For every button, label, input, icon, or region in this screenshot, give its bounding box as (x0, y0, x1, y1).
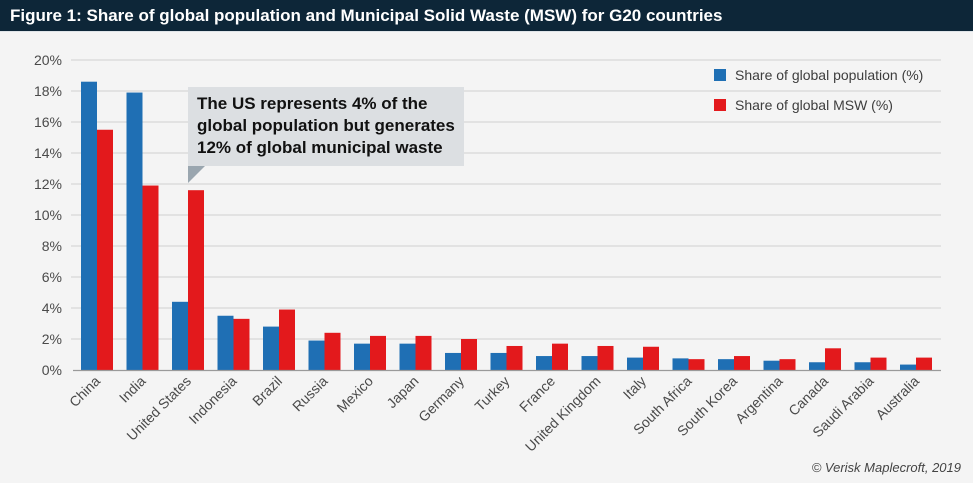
bar-msw-brazil (279, 309, 295, 370)
bar-msw-united-states (188, 190, 204, 370)
bar-msw-russia (324, 332, 341, 370)
x-tick-label: Argentina (732, 373, 786, 427)
y-tick-label: 20% (34, 52, 62, 68)
bar-msw-germany (461, 339, 477, 370)
x-tick-label: Brazil (249, 373, 285, 409)
bar-msw-china (97, 129, 113, 370)
legend-swatch (714, 99, 726, 111)
bar-msw-japan (415, 335, 432, 370)
y-tick-label: 16% (34, 114, 62, 130)
bar-population-brazil (263, 326, 279, 370)
bar-population-france (536, 356, 552, 370)
bar-msw-indonesia (233, 318, 250, 370)
bar-msw-mexico (370, 335, 386, 370)
bar-msw-united-kingdom (597, 345, 614, 370)
y-tick-label: 14% (34, 145, 62, 161)
annotation-callout: The US represents 4% of the global popul… (188, 87, 464, 166)
x-tick-label: Mexico (333, 373, 376, 416)
x-tick-label: Italy (620, 373, 649, 402)
y-tick-label: 6% (42, 269, 62, 285)
bar-msw-australia (916, 357, 932, 370)
legend-swatch (714, 69, 726, 81)
bar-population-germany (445, 352, 461, 370)
y-tick-label: 10% (34, 207, 62, 223)
bar-population-saudi-arabia (854, 362, 871, 370)
bar-population-japan (399, 343, 416, 370)
bar-msw-turkey (506, 345, 523, 370)
bar-msw-argentina (779, 359, 796, 370)
bar-population-south-africa (672, 358, 689, 370)
bar-population-india (126, 92, 143, 371)
y-axis-ticks: 0% 2% 4% 6% 8% 10% 12% 14% 16% 18% 20% (34, 52, 62, 378)
bar-msw-south-korea (734, 356, 750, 370)
y-tick-label: 8% (42, 238, 62, 254)
y-tick-label: 4% (42, 300, 62, 316)
bar-population-south-korea (718, 359, 734, 370)
bar-msw-italy (643, 346, 659, 370)
bar-population-china (81, 81, 97, 370)
bar-msw-south-africa (688, 359, 705, 370)
bar-population-canada (809, 362, 825, 370)
bar-msw-india (142, 185, 159, 370)
bar-msw-canada (825, 348, 841, 370)
x-tick-label: China (66, 373, 103, 410)
bar-population-italy (627, 357, 643, 370)
y-tick-label: 0% (42, 362, 62, 378)
figure-title: Figure 1: Share of global population and… (0, 0, 973, 32)
bar-msw-saudi-arabia (870, 357, 887, 370)
x-tick-label: Germany (415, 373, 467, 425)
bar-population-united-states (172, 301, 188, 370)
y-tick-label: 2% (42, 331, 62, 347)
bar-population-united-kingdom (581, 356, 598, 370)
x-tick-label: France (516, 373, 558, 415)
bar-population-australia (900, 364, 916, 370)
legend-label: Share of global MSW (%) (735, 97, 893, 113)
x-tick-label: Japan (383, 373, 421, 411)
bar-population-argentina (763, 360, 780, 370)
bar-population-mexico (354, 343, 370, 370)
bar-population-indonesia (217, 315, 234, 370)
annotation-line: The US represents 4% of the (197, 94, 428, 113)
bar-msw-france (552, 343, 568, 370)
source-credit: © Verisk Maplecroft, 2019 (811, 460, 961, 475)
x-tick-label: Canada (785, 373, 831, 419)
annotation-line: 12% of global municipal waste (197, 138, 443, 157)
x-tick-label: Russia (289, 373, 331, 415)
legend: Share of global population (%) Share of g… (714, 67, 923, 113)
annotation-line: global population but generates (197, 116, 455, 135)
x-tick-label: India (116, 373, 149, 406)
bar-population-russia (308, 340, 325, 370)
y-tick-label: 12% (34, 176, 62, 192)
bar-population-turkey (490, 352, 507, 370)
legend-label: Share of global population (%) (735, 67, 923, 83)
callout-pointer (188, 166, 205, 183)
x-tick-label: Indonesia (185, 373, 239, 427)
x-tick-label: Turkey (471, 373, 512, 414)
x-tick-label: Australia (872, 373, 922, 423)
bars (81, 81, 932, 371)
y-tick-label: 18% (34, 83, 62, 99)
